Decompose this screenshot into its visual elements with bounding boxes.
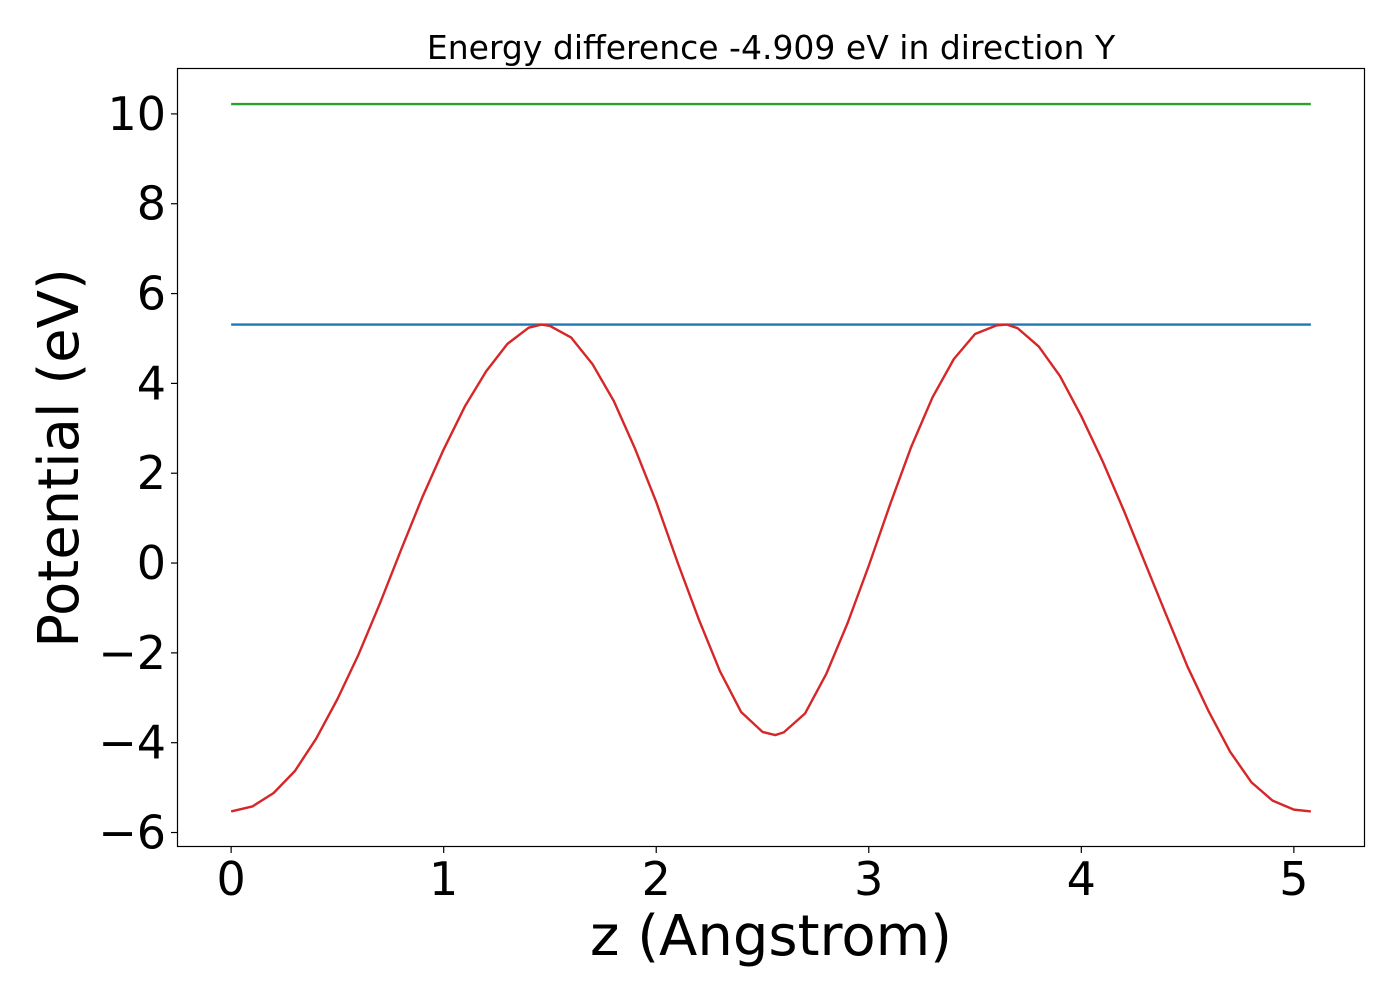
y-tick-label: 10 (107, 87, 166, 141)
y-tick-label: 2 (137, 446, 166, 500)
x-axis-label: z (Angstrom) (590, 904, 952, 969)
x-tick-label: 4 (1067, 852, 1096, 906)
y-tick-label: 8 (137, 177, 166, 231)
y-tick-label: −4 (98, 716, 166, 770)
y-tick-label: 4 (137, 356, 166, 410)
chart-title: Energy difference -4.909 eV in direction… (427, 28, 1116, 67)
x-tick-label: 2 (642, 852, 671, 906)
x-tick-label: 3 (854, 852, 883, 906)
y-tick-label: 0 (137, 536, 166, 590)
series-layer (230, 102, 1311, 813)
series-line-2 (230, 323, 1311, 813)
y-tick-label: −6 (98, 806, 166, 860)
y-tick-label: 6 (137, 267, 166, 321)
x-tick-label: 0 (216, 852, 245, 906)
y-tick-label: −2 (98, 626, 166, 680)
ticks-layer: 0 1 2 3 4 5 −6 −4 −2 0 2 4 6 8 10 (98, 87, 1308, 906)
y-axis-label: Potential (eV) (27, 268, 92, 648)
x-tick-label: 5 (1279, 852, 1308, 906)
x-tick-label: 1 (429, 852, 458, 906)
plot-area-frame (176, 67, 1366, 848)
